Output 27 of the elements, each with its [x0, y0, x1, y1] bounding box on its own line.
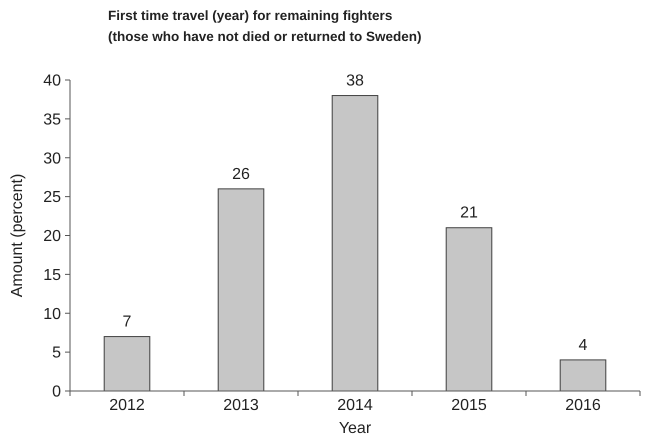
x-tick-label: 2016: [565, 397, 601, 414]
bar: [332, 95, 378, 392]
y-tick-label: 40: [43, 72, 62, 90]
data-label: 4: [578, 336, 588, 354]
data-label: 26: [232, 166, 250, 183]
y-axis-title: Amount (percent): [9, 174, 26, 298]
x-axis-title: Year: [338, 420, 372, 437]
chart-title: First time travel (year) for remaining fighters (those who have not died or returned to Sweden): [108, 8, 422, 44]
bar: [560, 359, 606, 392]
y-tick-label: 10: [43, 306, 62, 323]
y-tick-label: 0: [52, 384, 62, 401]
x-tick-label: 2012: [109, 397, 145, 414]
y-tick-label: 20: [43, 228, 62, 246]
bar: [446, 227, 492, 392]
x-tick-label: 2015: [451, 397, 487, 414]
bar: [104, 336, 150, 392]
x-tick-label: 2014: [337, 397, 373, 414]
y-tick-label: 30: [43, 150, 62, 168]
y-tick-label: 5: [52, 344, 62, 362]
data-label: 21: [460, 204, 478, 222]
data-label: 38: [346, 72, 364, 90]
data-label: 7: [122, 314, 132, 331]
y-tick-label: 35: [43, 111, 62, 128]
x-tick-label: 2013: [223, 397, 259, 414]
bar: [218, 188, 264, 392]
y-tick-label: 15: [43, 266, 62, 284]
y-tick-label: 25: [43, 189, 62, 206]
